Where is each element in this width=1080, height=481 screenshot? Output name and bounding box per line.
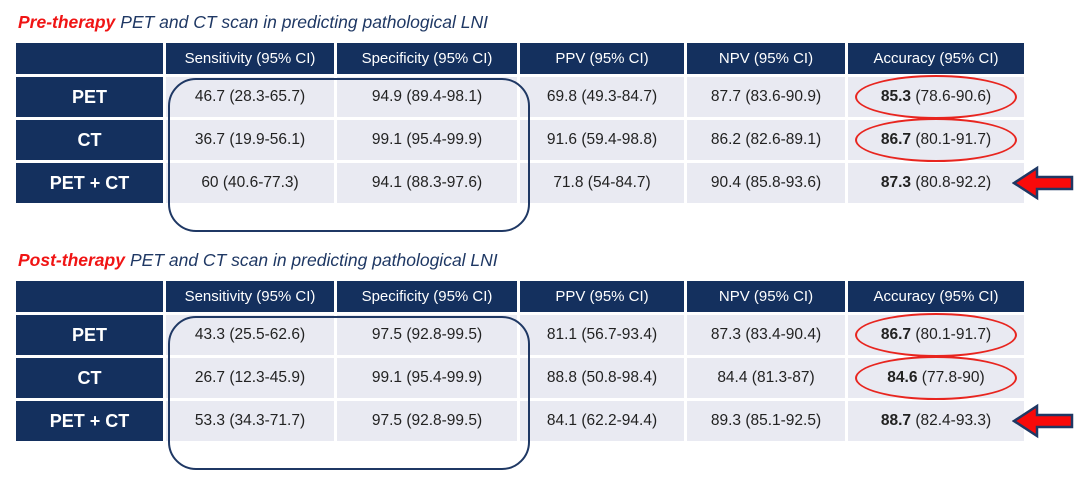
accuracy-value: 87.3 (880, 174, 912, 191)
cell-npv: 89.3 (85.1-92.5) (684, 398, 848, 444)
col-header-sensitivity: Sensitivity (95% CI) (163, 278, 337, 315)
row-label: PET + CT (13, 160, 166, 206)
cell-ppv: 71.8 (54-84.7) (517, 160, 687, 206)
cell-accuracy: 87.3 (80.8-92.2) (845, 160, 1074, 206)
cell-accuracy: 84.6 (77.8-90) (845, 355, 1027, 401)
accuracy-ci: (77.8-90) (921, 369, 985, 386)
accuracy-ci: (78.6-90.6) (915, 88, 992, 105)
cell-npv: 87.3 (83.4-90.4) (684, 312, 848, 358)
title-highlight: Pre-therapy (18, 12, 116, 32)
accuracy-ci: (80.8-92.2) (915, 174, 992, 191)
cell-specificity: 99.1 (95.4-99.9) (334, 117, 520, 163)
cell-npv: 90.4 (85.8-93.6) (684, 160, 848, 206)
col-header-npv: NPV (95% CI) (684, 40, 848, 77)
accuracy-ci: (80.1-91.7) (915, 131, 992, 148)
accuracy-value: 86.7 (880, 131, 912, 148)
row-label: CT (13, 355, 166, 401)
corner-cell (13, 40, 166, 77)
cell-ppv: 81.1 (56.7-93.4) (517, 312, 687, 358)
cell-ppv: 84.1 (62.2-94.4) (517, 398, 687, 444)
col-header-npv: NPV (95% CI) (684, 278, 848, 315)
col-header-accuracy: Accuracy (95% CI) (845, 278, 1027, 315)
col-header-specificity: Specificity (95% CI) (334, 278, 520, 315)
cell-specificity: 99.1 (95.4-99.9) (334, 355, 520, 401)
col-header-ppv: PPV (95% CI) (517, 40, 687, 77)
row-label: CT (13, 117, 166, 163)
col-header-ppv: PPV (95% CI) (517, 278, 687, 315)
results-table: Sensitivity (95% CI) Specificity (95% CI… (13, 40, 1074, 206)
cell-specificity: 97.5 (92.8-99.5) (334, 312, 520, 358)
pre-therapy-section: Pre-therapy PET and CT scan in predicting… (13, 12, 1074, 232)
cell-ppv: 88.8 (50.8-98.4) (517, 355, 687, 401)
post-therapy-table: Sensitivity (95% CI) Specificity (95% CI… (13, 278, 1074, 470)
red-arrow-icon (1012, 165, 1074, 201)
col-header-specificity: Specificity (95% CI) (334, 40, 520, 77)
cell-sensitivity: 53.3 (34.3-71.7) (163, 398, 337, 444)
col-header-sensitivity: Sensitivity (95% CI) (163, 40, 337, 77)
title-rest: PET and CT scan in predicting pathologic… (120, 12, 488, 32)
cell-npv: 84.4 (81.3-87) (684, 355, 848, 401)
header-row: Sensitivity (95% CI) Specificity (95% CI… (13, 278, 1027, 315)
pre-therapy-title: Pre-therapy PET and CT scan in predicting… (18, 12, 1027, 33)
cell-accuracy: 88.7 (82.4-93.3) (845, 398, 1074, 444)
cell-ppv: 69.8 (49.3-84.7) (517, 74, 687, 120)
table-row-ct: CT 26.7 (12.3-45.9) 99.1 (95.4-99.9) 88.… (13, 355, 1027, 401)
table-row-pet-ct: PET + CT 60 (40.6-77.3) 94.1 (88.3-97.6)… (13, 160, 1074, 206)
table-row-pet-ct: PET + CT 53.3 (34.3-71.7) 97.5 (92.8-99.… (13, 398, 1074, 444)
pre-therapy-table: Sensitivity (95% CI) Specificity (95% CI… (13, 40, 1074, 232)
accuracy-value: 86.7 (880, 326, 912, 343)
row-label: PET (13, 74, 166, 120)
cell-sensitivity: 46.7 (28.3-65.7) (163, 74, 337, 120)
cell-specificity: 97.5 (92.8-99.5) (334, 398, 520, 444)
cell-npv: 87.7 (83.6-90.9) (684, 74, 848, 120)
accuracy-value: 88.7 (880, 412, 912, 429)
cell-sensitivity: 60 (40.6-77.3) (163, 160, 337, 206)
cell-specificity: 94.9 (89.4-98.1) (334, 74, 520, 120)
title-highlight: Post-therapy (18, 250, 125, 270)
title-rest: PET and CT scan in predicting pathologic… (129, 250, 498, 270)
post-therapy-title: Post-therapy PET and CT scan in predictin… (18, 250, 1027, 271)
corner-cell (13, 278, 166, 315)
accuracy-ci: (80.1-91.7) (915, 326, 992, 343)
red-arrow-icon (1012, 403, 1074, 439)
results-table: Sensitivity (95% CI) Specificity (95% CI… (13, 278, 1074, 444)
accuracy-value: 84.6 (887, 369, 918, 386)
row-label: PET + CT (13, 398, 166, 444)
table-row-ct: CT 36.7 (19.9-56.1) 99.1 (95.4-99.9) 91.… (13, 117, 1027, 163)
table-row-pet: PET 43.3 (25.5-62.6) 97.5 (92.8-99.5) 81… (13, 312, 1027, 358)
cell-sensitivity: 36.7 (19.9-56.1) (163, 117, 337, 163)
cell-ppv: 91.6 (59.4-98.8) (517, 117, 687, 163)
col-header-accuracy: Accuracy (95% CI) (845, 40, 1027, 77)
cell-accuracy: 86.7 (80.1-91.7) (845, 117, 1027, 163)
cell-sensitivity: 43.3 (25.5-62.6) (163, 312, 337, 358)
accuracy-value: 85.3 (880, 88, 912, 105)
cell-specificity: 94.1 (88.3-97.6) (334, 160, 520, 206)
cell-sensitivity: 26.7 (12.3-45.9) (163, 355, 337, 401)
cell-npv: 86.2 (82.6-89.1) (684, 117, 848, 163)
cell-accuracy: 85.3 (78.6-90.6) (845, 74, 1027, 120)
header-row: Sensitivity (95% CI) Specificity (95% CI… (13, 40, 1027, 77)
post-therapy-section: Post-therapy PET and CT scan in predictin… (13, 250, 1074, 470)
table-row-pet: PET 46.7 (28.3-65.7) 94.9 (89.4-98.1) 69… (13, 74, 1027, 120)
cell-accuracy: 86.7 (80.1-91.7) (845, 312, 1027, 358)
row-label: PET (13, 312, 166, 358)
accuracy-ci: (82.4-93.3) (915, 412, 992, 429)
